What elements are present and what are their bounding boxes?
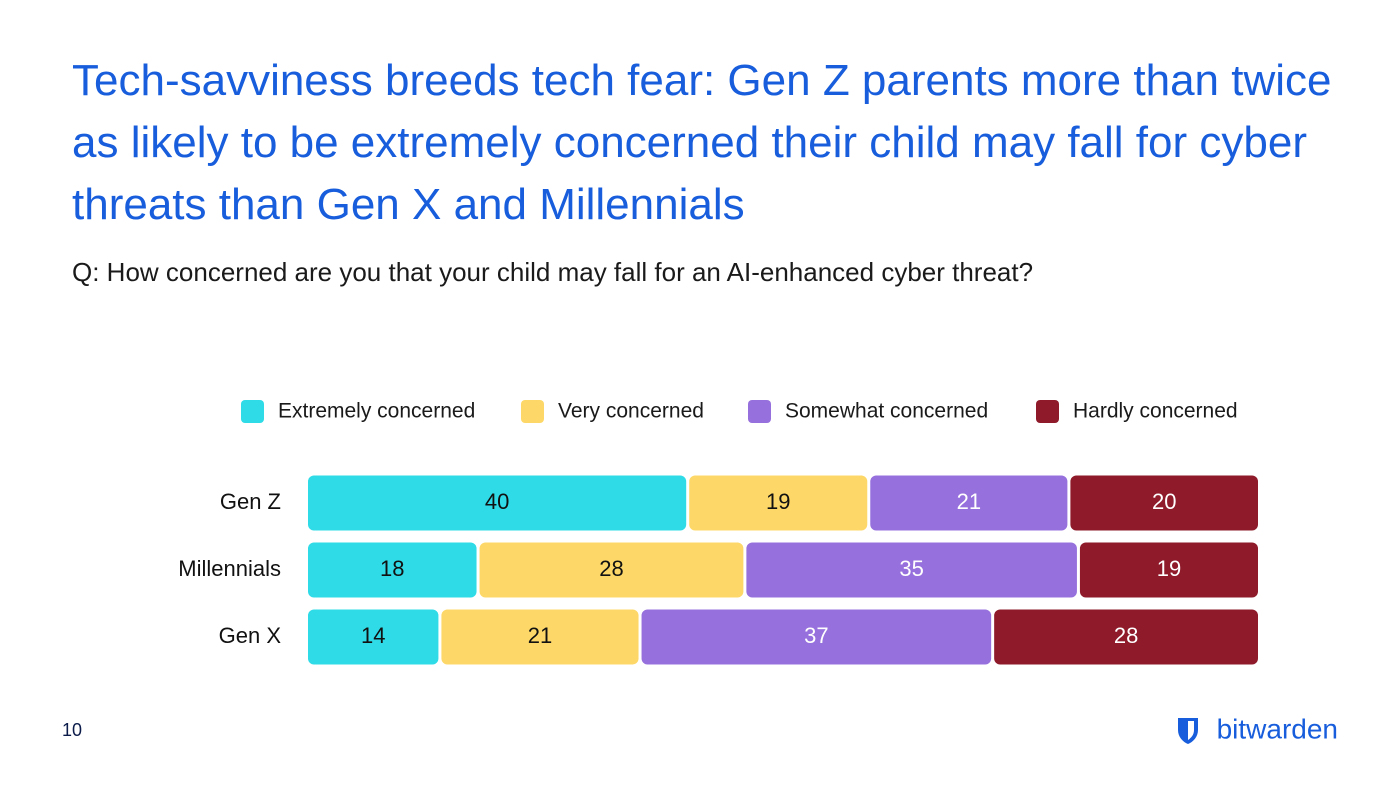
brand-name: bitwarden bbox=[1217, 713, 1338, 744]
data-label: 28 bbox=[1114, 623, 1138, 648]
bar-segment bbox=[641, 609, 992, 665]
data-label: 18 bbox=[380, 556, 404, 581]
legend-label: Somewhat concerned bbox=[785, 400, 988, 423]
data-label: 21 bbox=[957, 489, 981, 514]
data-label: 40 bbox=[485, 489, 509, 514]
data-label: 28 bbox=[599, 556, 623, 581]
data-label: 35 bbox=[899, 556, 923, 581]
bar-segment bbox=[1079, 542, 1258, 598]
bar-segment bbox=[308, 609, 439, 665]
data-label: 37 bbox=[804, 623, 828, 648]
chart-title: Tech-savviness breeds tech fear: Gen Z p… bbox=[72, 56, 1332, 229]
chart-subtitle: Q: How concerned are you that your child… bbox=[72, 257, 1034, 287]
bar-segment bbox=[994, 609, 1258, 665]
bar-segment bbox=[1070, 475, 1258, 531]
legend-swatch bbox=[748, 400, 771, 423]
legend-label: Very concerned bbox=[558, 400, 704, 423]
legend-swatch bbox=[521, 400, 544, 423]
legend-label: Hardly concerned bbox=[1073, 400, 1238, 423]
bar-segment bbox=[689, 475, 868, 531]
bar-segment bbox=[746, 542, 1077, 598]
legend-label: Extremely concerned bbox=[278, 400, 475, 423]
y-tick-label: Millennials bbox=[178, 556, 281, 581]
legend-swatch bbox=[1036, 400, 1059, 423]
bar-segment bbox=[308, 542, 477, 598]
brand-logo bbox=[1178, 718, 1198, 744]
page-number: 10 bbox=[62, 720, 82, 740]
y-tick-label: Gen Z bbox=[220, 489, 281, 514]
data-label: 19 bbox=[1157, 556, 1181, 581]
data-label: 20 bbox=[1152, 489, 1176, 514]
y-tick-label: Gen X bbox=[219, 623, 282, 648]
legend-swatch bbox=[241, 400, 264, 423]
data-label: 21 bbox=[528, 623, 552, 648]
data-label: 19 bbox=[766, 489, 790, 514]
bar-segment bbox=[870, 475, 1068, 531]
bar-segment bbox=[308, 475, 687, 531]
bar-segment bbox=[479, 542, 744, 598]
data-label: 14 bbox=[361, 623, 385, 648]
bar-segment bbox=[441, 609, 639, 665]
